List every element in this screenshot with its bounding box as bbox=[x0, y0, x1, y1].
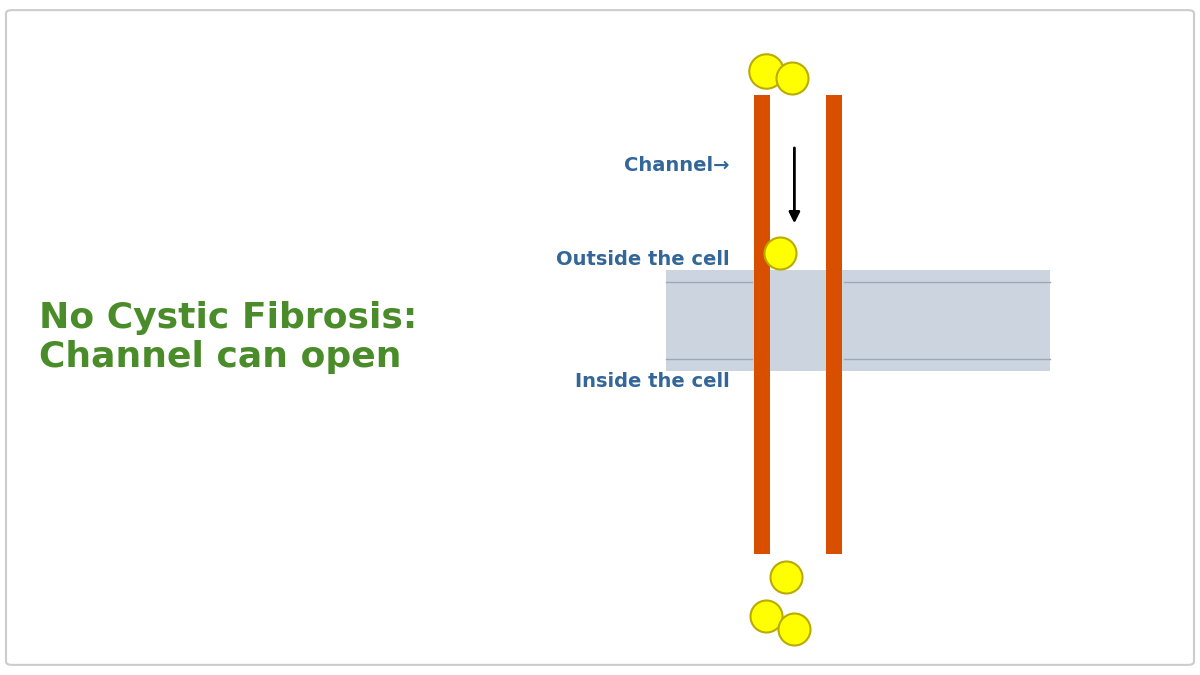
Bar bbox=[666, 270, 1050, 371]
Point bbox=[782, 72, 802, 83]
Point bbox=[756, 65, 775, 76]
Bar bbox=[754, 95, 770, 554]
Point bbox=[756, 610, 775, 621]
Text: Channel→: Channel→ bbox=[624, 156, 730, 175]
FancyBboxPatch shape bbox=[6, 10, 1194, 665]
Point bbox=[776, 572, 796, 583]
Text: No Cystic Fibrosis:
Channel can open: No Cystic Fibrosis: Channel can open bbox=[38, 301, 418, 374]
Text: Inside the cell: Inside the cell bbox=[575, 372, 730, 391]
Point bbox=[785, 624, 804, 634]
Text: Outside the cell: Outside the cell bbox=[556, 250, 730, 269]
Bar bbox=[826, 95, 842, 554]
Point bbox=[770, 248, 790, 259]
